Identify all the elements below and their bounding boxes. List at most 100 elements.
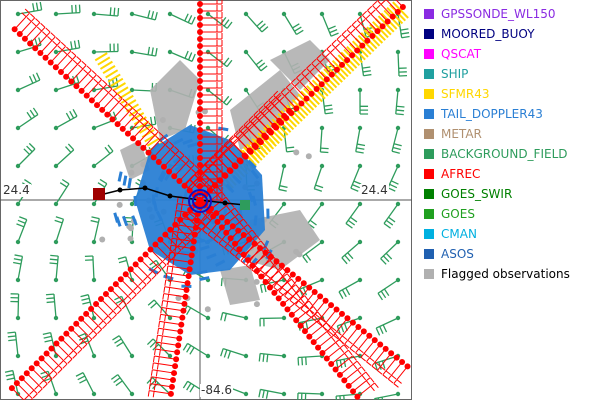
afrec-barb-icon <box>214 207 239 225</box>
legend-item-sfmr43[interactable]: SFMR43 <box>416 86 600 106</box>
afrec-barb-icon <box>284 295 309 313</box>
afrec-barb-icon <box>275 284 301 302</box>
legend-label: Flagged observations <box>441 267 570 281</box>
afrec-barb-icon <box>382 354 400 379</box>
wind-barb-icon <box>220 347 249 359</box>
wind-barb-icon <box>258 352 287 363</box>
wind-barb-icon <box>15 142 36 169</box>
afrec-barb-icon <box>38 355 58 379</box>
afrec-barb-icon <box>152 241 172 265</box>
afrec-barb-icon <box>351 20 371 44</box>
legend-swatch <box>424 149 434 159</box>
legend-swatch <box>424 129 434 139</box>
afrec-barb-icon <box>197 47 223 56</box>
afrec-barb-icon <box>159 313 186 322</box>
afrec-barb-icon <box>395 0 406 11</box>
legend-label: GOES_SWIR <box>441 187 513 201</box>
afrec-barb-icon <box>387 359 406 384</box>
legend-item-flagged-observations[interactable]: Flagged observations <box>416 266 600 286</box>
afrec-barb-icon <box>344 323 362 349</box>
afrec-barb-icon <box>285 83 305 107</box>
wind-observation-map[interactable]: 24.4 24.4 -84.6 <box>0 0 412 400</box>
afrec-barb-icon <box>107 286 127 310</box>
afrec-barb-icon <box>151 362 179 370</box>
legend-item-qscat[interactable]: QSCAT <box>416 46 600 66</box>
afrec-barb-icon <box>372 1 391 25</box>
afrec-barb-icon <box>18 375 38 399</box>
afrec-barb-icon <box>289 280 307 305</box>
legend-item-metar[interactable]: METAR <box>416 126 600 146</box>
afrec-barb-icon <box>271 278 296 296</box>
afrec-barb-icon <box>197 0 223 7</box>
legend-item-cman[interactable]: CMAN <box>416 226 600 246</box>
afrec-barb-icon <box>310 327 336 346</box>
wind-barb-icon <box>258 388 287 399</box>
wind-barb-icon <box>391 125 402 154</box>
wind-barb-icon <box>129 116 157 131</box>
wind-barb-icon <box>350 163 363 192</box>
afrec-barb-icon <box>150 136 169 161</box>
afrec-barb-icon <box>73 320 93 344</box>
afrec-barb-icon <box>197 5 223 14</box>
wind-barb-icon <box>53 4 81 17</box>
legend-item-afrec[interactable]: AFREC <box>416 166 600 186</box>
afrec-barb-icon <box>336 34 356 59</box>
legend-item-gpssonde-wl150[interactable]: GPSSONDE_WL150 <box>416 6 600 26</box>
afrec-barb-icon <box>171 230 198 239</box>
legend-swatch <box>424 209 434 219</box>
afrec-barb-icon <box>268 95 288 119</box>
afrec-barb-icon <box>311 58 330 83</box>
afrec-barb-icon <box>263 100 283 124</box>
legend-label: METAR <box>441 127 482 141</box>
afrec-barb-icon <box>122 271 142 295</box>
afrec-barb-icon <box>114 103 133 128</box>
afrec-barb-icon <box>137 256 157 280</box>
afrec-barb-icon <box>160 146 180 170</box>
legend-swatch <box>424 229 434 239</box>
afrec-barb-icon <box>37 32 56 56</box>
afrec-barb-icon <box>290 78 310 102</box>
afrec-barb-icon <box>176 160 195 185</box>
wind-barb-icon <box>243 11 269 33</box>
wind-barb-icon <box>205 49 233 68</box>
legend-item-goes[interactable]: GOES <box>416 206 600 226</box>
legend-swatch <box>424 189 434 199</box>
afrec-barb-icon <box>11 8 30 33</box>
afrec-barb-icon <box>104 94 123 118</box>
afrec-barb-icon <box>47 41 66 66</box>
legend-item-ship[interactable]: SHIP <box>416 66 600 86</box>
afrec-barb-icon <box>341 366 366 384</box>
legend-item-background-field[interactable]: BACKGROUND_FIELD <box>416 146 600 166</box>
wind-barb-icon <box>319 11 339 37</box>
afrec-barb-icon <box>336 360 362 378</box>
afrec-barb-icon <box>306 63 325 88</box>
wind-barb-icon <box>15 216 28 245</box>
afrec-barb-icon <box>316 54 335 78</box>
afrec-barb-icon <box>187 206 207 231</box>
legend-item-moored-buoy[interactable]: MOORED_BUOY <box>416 26 600 46</box>
afrec-barb-icon <box>148 383 175 391</box>
legend-item-tail-doppler43[interactable]: TAIL_DOPPLER43 <box>416 106 600 126</box>
legend-item-goes-swir[interactable]: GOES_SWIR <box>416 186 600 206</box>
afrec-barb-icon <box>376 350 395 375</box>
afrec-barb-icon <box>311 297 329 323</box>
afrec-barb-icon <box>197 40 223 49</box>
afrec-barb-icon <box>231 229 257 247</box>
wind-barb-icon <box>91 144 114 169</box>
legend-label: ASOS <box>441 247 474 261</box>
afrec-barb-icon <box>236 235 261 253</box>
legend-label: CMAN <box>441 227 477 241</box>
afrec-barb-icon <box>203 160 223 184</box>
wind-barb-icon <box>387 163 401 192</box>
legend-label: AFREC <box>441 167 481 181</box>
afrec-barb-icon <box>94 84 113 109</box>
legend-item-asos[interactable]: ASOS <box>416 246 600 266</box>
afrec-barb-icon <box>63 56 82 80</box>
afrec-barb-icon <box>245 245 270 264</box>
lat-label-left: 24.4 <box>2 183 31 197</box>
wind-barb-icon <box>319 125 329 154</box>
afrec-barb-icon <box>197 19 223 28</box>
afrec-barb-icon <box>266 273 292 291</box>
afrec-barb-icon <box>349 328 367 353</box>
wind-barb-icon <box>53 178 70 207</box>
